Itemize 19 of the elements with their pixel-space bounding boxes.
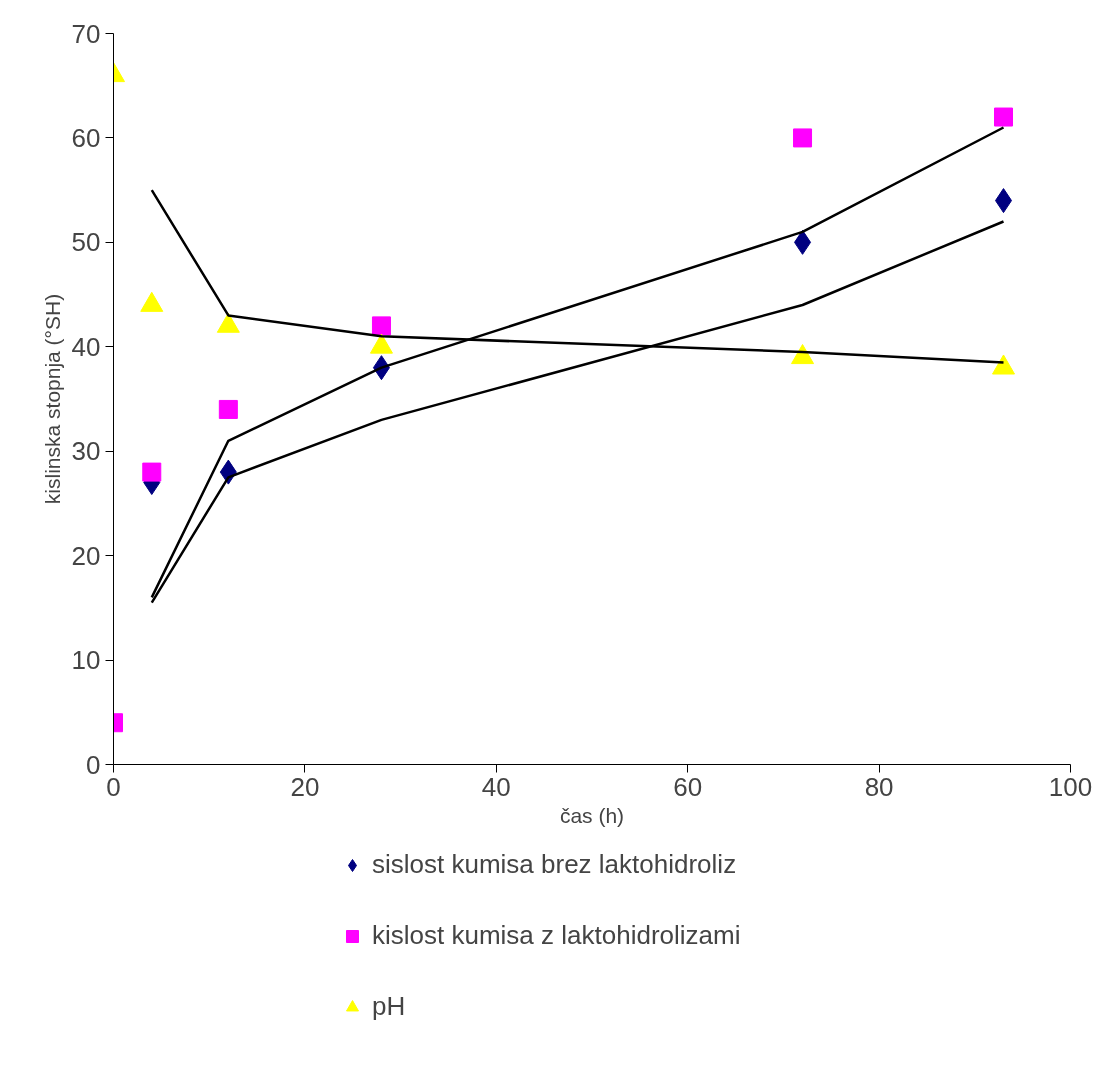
- legend-label: kislost kumisa z laktohidrolizami: [372, 920, 741, 951]
- y-tick-label: 50: [71, 227, 101, 258]
- x-tick-label: 40: [481, 771, 511, 802]
- y-tick-label: 60: [71, 122, 101, 153]
- legend-label: sislost kumisa brez laktohidroliz: [372, 849, 737, 880]
- x-tick-label: 60: [673, 771, 703, 802]
- y-tick-label: 20: [71, 540, 101, 571]
- x-axis-title: čas (h): [559, 803, 625, 827]
- y-tick-label: 0: [86, 749, 101, 780]
- y-axis-title: kislinska stopnja (°SH): [40, 293, 64, 505]
- y-tick-label: 10: [71, 645, 101, 676]
- y-tick-label: 70: [71, 18, 101, 49]
- x-tick-label: 80: [864, 771, 894, 802]
- x-tick-label: 0: [106, 771, 121, 802]
- legend-label: pH: [372, 991, 406, 1022]
- x-tick-label: 100: [1048, 771, 1093, 802]
- x-tick-label: 20: [290, 771, 320, 802]
- y-tick-label: 40: [71, 331, 101, 362]
- y-tick-label: 30: [71, 436, 101, 467]
